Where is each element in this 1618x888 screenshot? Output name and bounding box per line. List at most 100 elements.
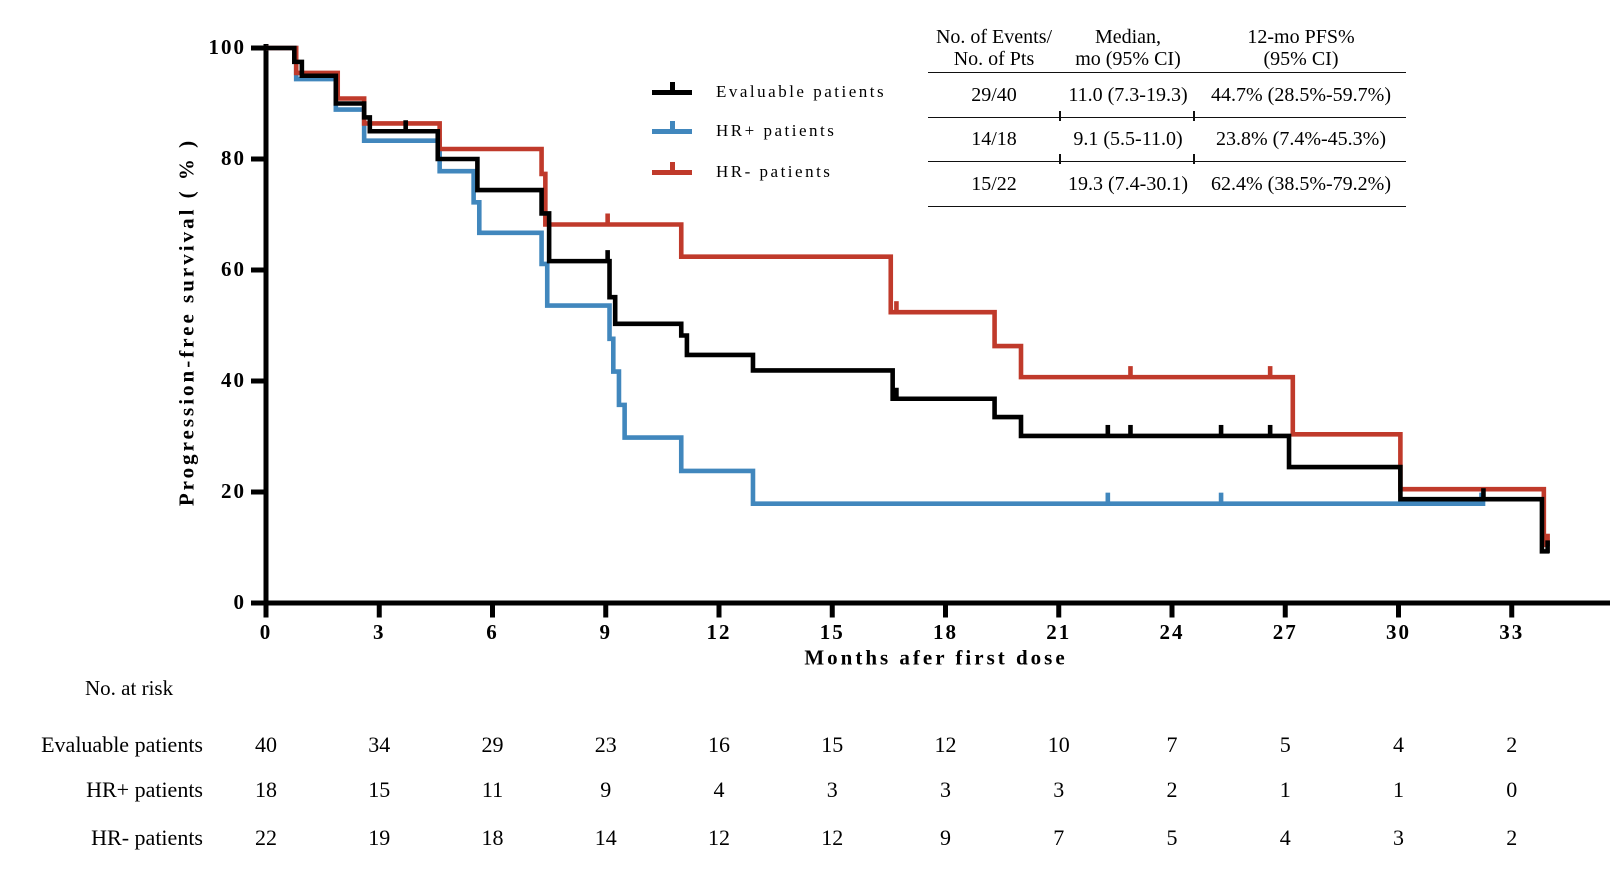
stats-header-cell: No. of Events/No. of Pts [928, 24, 1060, 72]
censor-tick [894, 301, 899, 314]
stats-column-tick [1059, 154, 1061, 164]
risk-value: 0 [1506, 777, 1518, 802]
risk-value: 18 [255, 777, 277, 802]
risk-row-label: HR+ patients [86, 777, 203, 802]
legend-censor-tick [670, 162, 675, 174]
censor-tick [403, 120, 408, 133]
legend-line-icon [652, 161, 692, 183]
x-tick-label: 12 [706, 620, 732, 644]
risk-value: 10 [1047, 732, 1070, 757]
x-tick-label: 33 [1499, 620, 1525, 644]
x-axis-title: Months afer first dose [804, 645, 1068, 670]
censor-tick [1267, 366, 1273, 379]
x-tick-label: 27 [1272, 620, 1298, 644]
risk-value: 19 [368, 825, 391, 850]
stats-header-line: 12-mo PFS% [1247, 26, 1355, 48]
stats-column-tick [1193, 111, 1195, 121]
y-tick-label: 60 [221, 257, 246, 281]
censor-tick [1267, 424, 1273, 438]
legend-label: HR- patients [716, 162, 833, 181]
x-tick-label: 3 [373, 620, 386, 644]
risk-value: 40 [255, 732, 277, 757]
risk-value: 22 [255, 825, 277, 850]
risk-value: 5 [1279, 732, 1291, 757]
risk-value: 2 [1506, 732, 1518, 757]
risk-value: 7 [1166, 732, 1178, 757]
censor-tick [894, 387, 899, 401]
stats-value-cell: 19.3 (7.4-30.1) [1068, 172, 1188, 195]
x-tick-label: 0 [259, 620, 273, 644]
legend-censor-tick [670, 82, 675, 94]
risk-value: 12 [708, 825, 730, 850]
y-tick-label: 0 [233, 590, 246, 614]
stats-value-cell: 29/40 [971, 83, 1017, 106]
risk-value: 12 [934, 732, 957, 757]
x-tick-label: 6 [486, 620, 499, 644]
stats-table-row: 14/18 9.1 (5.5-11.0) 23.8% (7.4%-45.3%) [928, 118, 1406, 162]
stats-header-cell: 12-mo PFS% (95% CI) [1196, 24, 1406, 72]
stats-column-tick [1193, 154, 1195, 164]
x-tick-label: 30 [1386, 620, 1411, 644]
risk-value: 3 [1393, 825, 1404, 850]
stats-header-line: No. of Pts [953, 48, 1035, 70]
stats-header-line: No. of Events/ [935, 26, 1053, 48]
stats-value-cell: 44.7% (28.5%-59.7%) [1211, 83, 1391, 106]
risk-value: 1 [1393, 777, 1404, 802]
risk-value: 15 [821, 732, 844, 757]
risk-value: 11 [481, 777, 504, 802]
censor-tick [1128, 366, 1133, 379]
risk-value: 14 [594, 825, 617, 850]
risk-value: 3 [1053, 777, 1065, 802]
risk-value: 23 [594, 732, 617, 757]
x-tick-label: 21 [1046, 620, 1072, 644]
risk-value: 2 [1506, 825, 1518, 850]
censor-tick [1545, 540, 1550, 553]
y-tick-label: 100 [208, 35, 246, 59]
censor-tick [605, 250, 610, 263]
stats-value-cell: 23.8% (7.4%-45.3%) [1216, 128, 1386, 151]
risk-value: 3 [826, 777, 838, 802]
censor-tick [1105, 424, 1111, 438]
stats-table: No. of Events/No. of Pts Median, mo (95% C… [928, 24, 1406, 207]
stats-table-header: No. of Events/No. of Pts Median, mo (95% C… [928, 24, 1406, 73]
x-tick-label: 9 [599, 620, 612, 644]
x-tick-label: 24 [1159, 620, 1185, 644]
risk-value: 18 [481, 825, 504, 850]
risk-value: 4 [1393, 732, 1404, 757]
risk-value: 9 [940, 825, 951, 850]
legend-item: HR- patients [652, 161, 952, 183]
y-tick-label: 80 [221, 146, 246, 170]
censor-tick [1218, 424, 1224, 438]
x-tick-label: 15 [819, 620, 845, 644]
risk-value: 4 [1279, 825, 1291, 850]
censor-tick [1128, 424, 1133, 438]
stats-table-row: 15/22 19.3 (7.4-30.1) 62.4% (38.5%-79.2%) [928, 162, 1406, 207]
censor-tick [1481, 488, 1486, 501]
stats-table-row: 29/40 11.0 (7.3-19.3) 44.7% (28.5%-59.7%) [928, 73, 1406, 118]
risk-value: 7 [1053, 825, 1065, 850]
legend-line-icon [652, 81, 692, 103]
risk-value: 34 [368, 732, 391, 757]
censor-tick [1218, 492, 1224, 506]
x-tick-label: 18 [933, 620, 958, 644]
risk-value: 4 [713, 777, 725, 802]
stats-header-cell: Median, mo (95% CI) [1060, 24, 1196, 72]
risk-row-label: HR- patients [91, 825, 203, 850]
legend-censor-tick [670, 121, 675, 133]
legend-item: HR+ patients [652, 120, 952, 142]
risk-value: 3 [940, 777, 951, 802]
risk-value: 16 [708, 732, 730, 757]
stats-value-cell: 14/18 [971, 128, 1017, 151]
stats-column-tick [1059, 111, 1061, 121]
stats-value-cell: 62.4% (38.5%-79.2%) [1211, 172, 1391, 195]
y-axis-title: Progression-free survival ( % ) [174, 137, 199, 507]
risk-value: 5 [1166, 825, 1178, 850]
risk-value: 1 [1279, 777, 1291, 802]
stats-value-cell: 11.0 (7.3-19.3) [1068, 83, 1188, 106]
stats-header-line: mo (95% CI) [1075, 48, 1181, 70]
censor-tick [1545, 533, 1550, 547]
survival-curve-evaluable-patients [266, 45, 1550, 554]
risk-value: 29 [481, 732, 504, 757]
